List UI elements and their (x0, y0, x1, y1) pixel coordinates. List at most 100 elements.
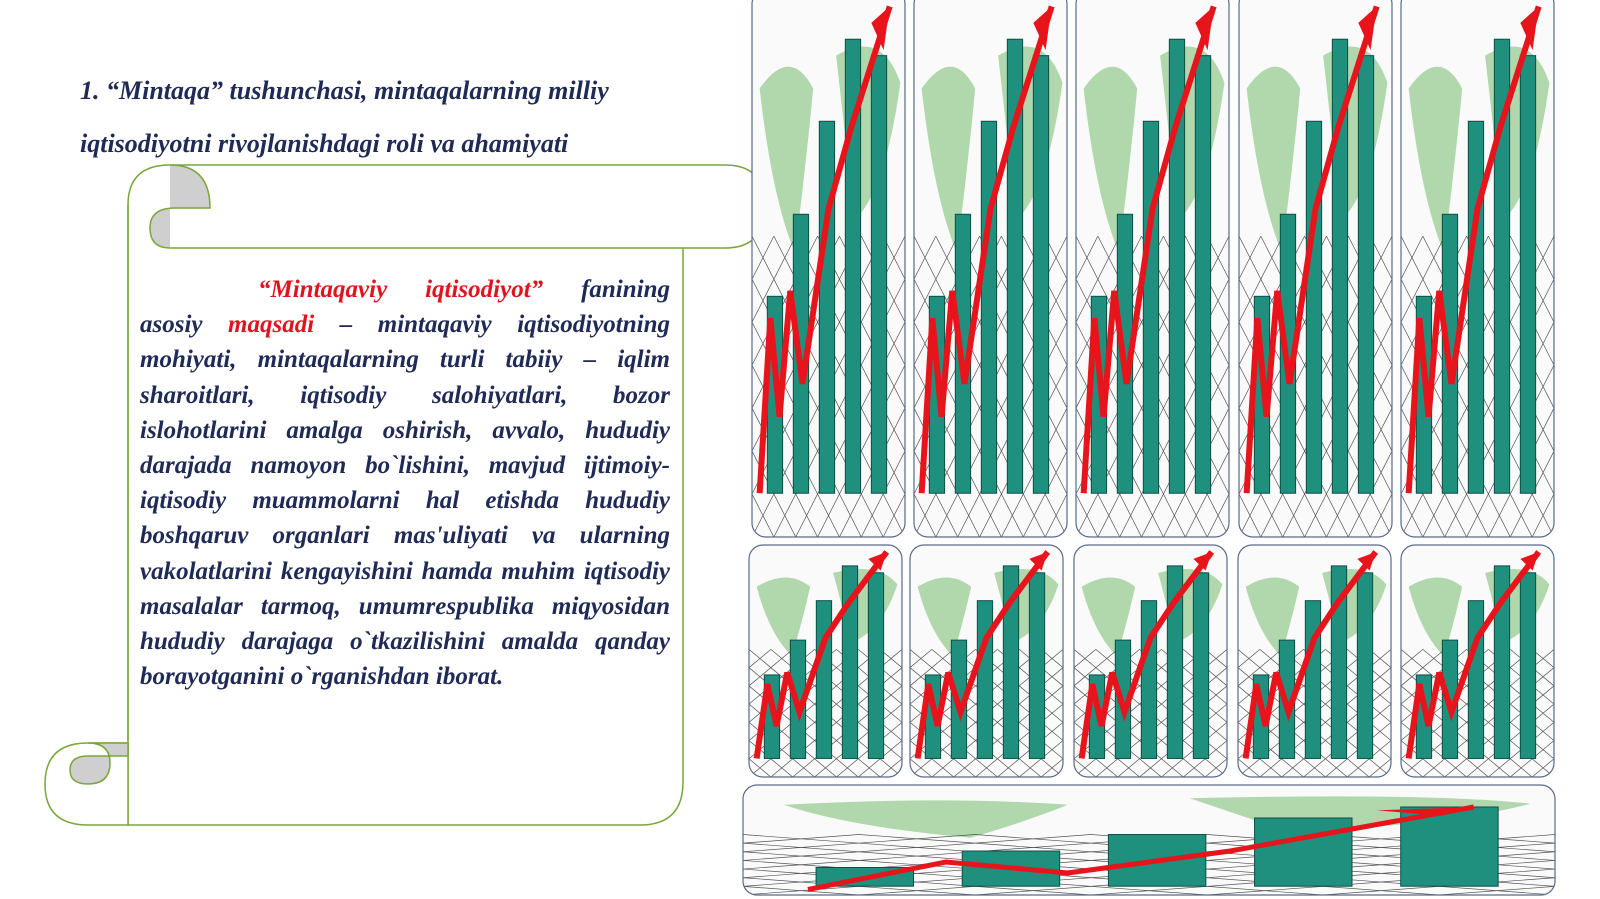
bar-shape (1142, 120, 1160, 494)
bar-shape (1166, 565, 1184, 759)
map-shape (921, 46, 1063, 253)
bar-shape (1357, 55, 1375, 494)
scroll-text: “Mintaqaviy iqtisodiyot” fanining asosiy… (140, 272, 670, 694)
picture-frame (742, 784, 1556, 896)
hatch (752, 235, 840, 537)
bar-shape (1304, 600, 1322, 759)
hatch (817, 235, 905, 537)
bar-shape (1254, 817, 1353, 887)
text-segment: – mintaqaviy iqtisodiyotning mohiyati, m… (140, 311, 670, 691)
hatch (1239, 235, 1327, 537)
map-shape (917, 568, 1059, 657)
hatch (1488, 649, 1554, 777)
hatch (975, 649, 1063, 777)
arrow-head (1195, 6, 1214, 51)
hatch (997, 649, 1063, 777)
hatch (1076, 235, 1142, 537)
red-arrow (1405, 5, 1542, 494)
hatch (1074, 649, 1140, 777)
red-arrow (1243, 5, 1380, 494)
arrow-head (868, 551, 887, 571)
arrow-head (1520, 551, 1539, 571)
red-arrow (756, 5, 893, 494)
chart-picture (1401, 545, 1554, 777)
hatch (910, 649, 998, 777)
picture-frame (748, 544, 903, 778)
picture-frame (751, 0, 906, 538)
hatch (1239, 235, 1305, 537)
red-arrow (1080, 5, 1217, 494)
arrow-head (871, 6, 890, 51)
chart-picture (914, 0, 1067, 537)
hatch (1163, 235, 1229, 537)
hatch (1076, 235, 1121, 537)
hatch (1401, 649, 1489, 777)
hatch (1401, 649, 1467, 777)
hatch (1488, 235, 1554, 537)
arrow-head (1358, 6, 1377, 51)
hatch (743, 834, 1208, 895)
hatch (743, 834, 1092, 895)
hatch (1076, 235, 1142, 537)
bar-shape (1493, 38, 1511, 494)
red-arrow (1078, 550, 1215, 759)
hatch (1239, 235, 1305, 537)
hatch (1076, 235, 1164, 537)
chart-picture (743, 785, 1555, 895)
chart-picture (749, 545, 902, 777)
hatch (752, 235, 797, 537)
map-shape (756, 568, 898, 657)
hatch (1139, 649, 1227, 777)
bar-shape (980, 120, 998, 494)
hatch (1326, 235, 1392, 537)
picture-frame (1075, 0, 1230, 538)
chart-picture (752, 0, 905, 537)
bar-shape (1400, 806, 1499, 887)
hatch (997, 649, 1063, 777)
hatch (1466, 235, 1554, 537)
bar-shape (1194, 55, 1212, 494)
hatch (1001, 235, 1067, 537)
bar-shape (867, 572, 885, 759)
hatch (1304, 235, 1392, 537)
hatch (839, 235, 905, 537)
hatch (743, 834, 1092, 895)
hatch (1161, 649, 1227, 777)
hatch (1401, 235, 1467, 537)
hatch (752, 235, 818, 537)
hatch (1074, 649, 1140, 777)
hatch (1161, 649, 1227, 777)
hatch (1401, 649, 1467, 777)
hatch (914, 235, 980, 537)
bar-shape (976, 600, 994, 759)
hatch (836, 649, 902, 777)
hatch (1488, 649, 1554, 777)
red-arrow (918, 5, 1055, 494)
chart-picture (1401, 0, 1554, 537)
hatch (1303, 649, 1391, 777)
bar-shape (1330, 565, 1348, 759)
hatch (749, 649, 837, 777)
chart-picture (1076, 0, 1229, 537)
map-shape (1081, 568, 1223, 657)
arrow-head (1376, 807, 1474, 816)
bar-shape (1006, 38, 1024, 494)
arrow-head (1033, 6, 1052, 51)
hatch (914, 235, 980, 537)
scroll-shape (44, 164, 766, 826)
arrow-head (1029, 551, 1048, 571)
hatch (1401, 235, 1446, 537)
bar-shape (1493, 565, 1511, 759)
bar-shape (1028, 572, 1046, 759)
hatch (1401, 649, 1445, 777)
bar-shape (1519, 572, 1537, 759)
text-segment: fanining asosiy (140, 276, 670, 339)
bar-shape (1305, 120, 1323, 494)
chart-picture (1239, 0, 1392, 537)
picture-frame (1238, 0, 1393, 538)
hatch (839, 235, 905, 537)
map-shape (1083, 46, 1225, 253)
chart-picture (1074, 545, 1227, 777)
